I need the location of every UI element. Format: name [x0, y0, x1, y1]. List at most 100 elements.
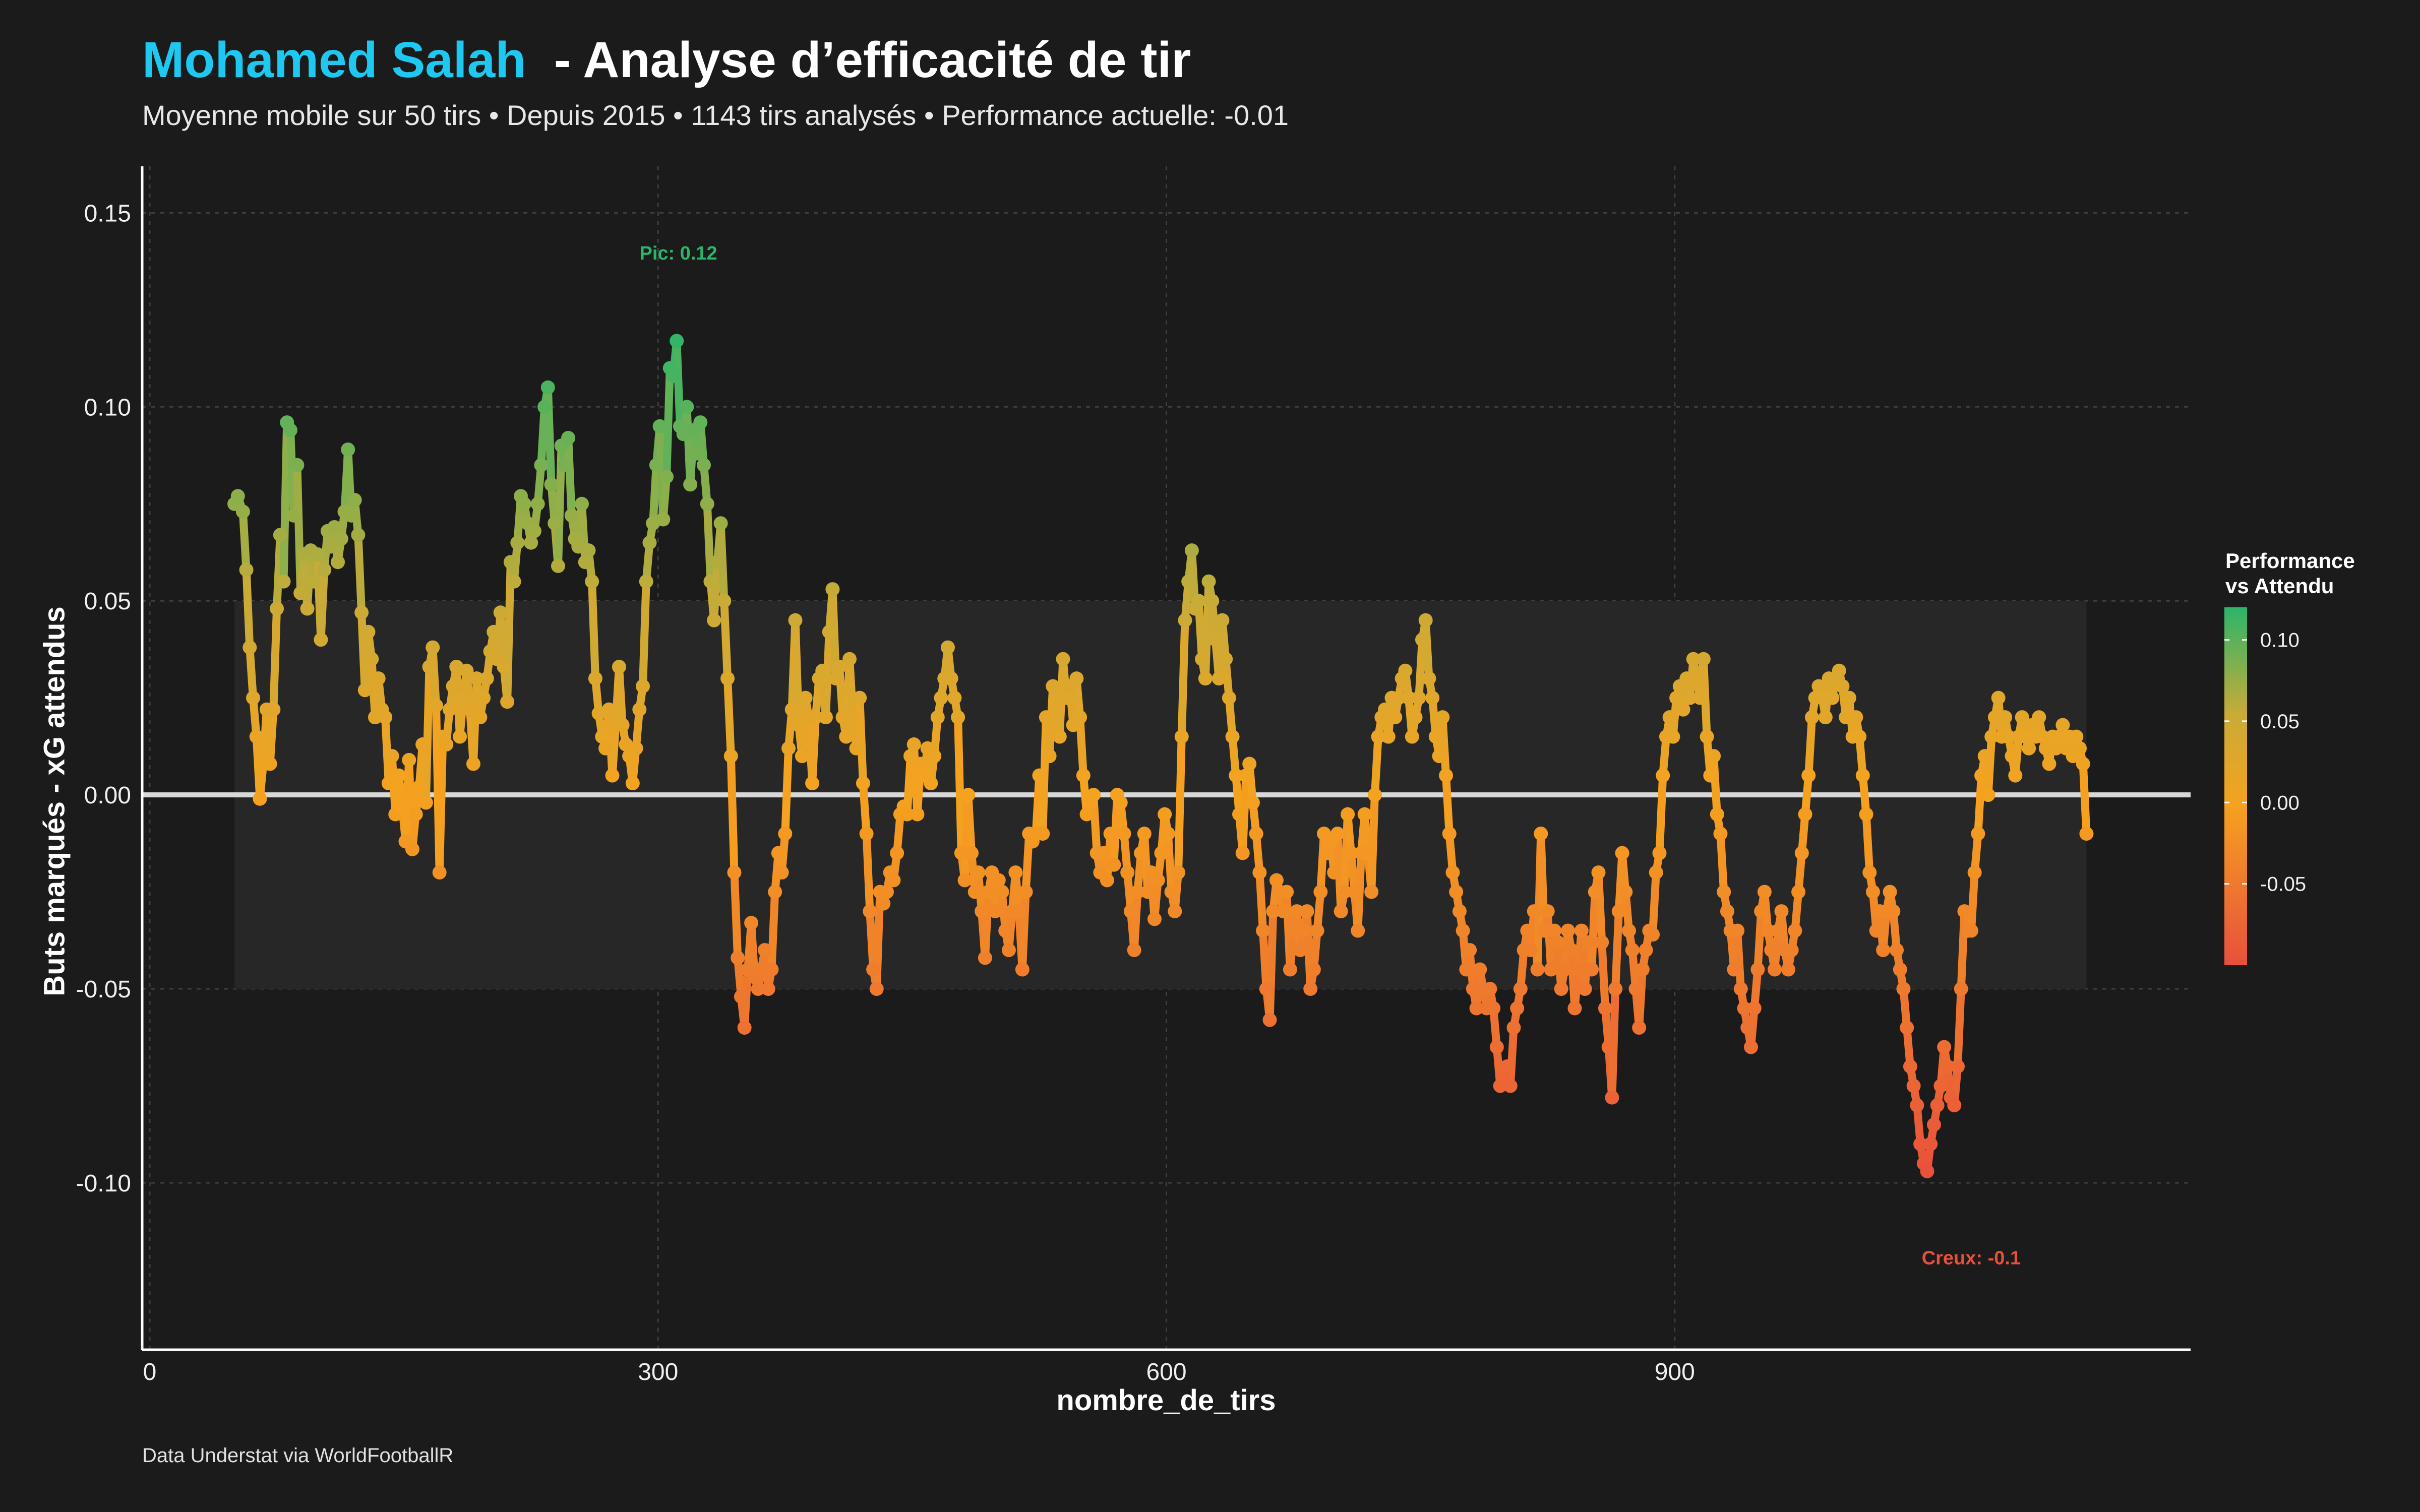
data-point [507, 574, 521, 589]
data-point [723, 749, 738, 764]
series-segment [1174, 732, 1186, 877]
data-point [795, 749, 809, 764]
data-point [1412, 690, 1426, 705]
data-point [1361, 846, 1375, 860]
data-point [1977, 749, 1992, 764]
series-segment [1370, 732, 1382, 799]
data-point [1473, 962, 1487, 977]
data-point [588, 671, 602, 686]
data-point [2035, 729, 2050, 744]
data-point [365, 652, 379, 666]
data-point [1283, 962, 1297, 977]
series-segment [1255, 868, 1267, 935]
series-segment [845, 655, 857, 722]
series-segment [1611, 907, 1623, 993]
data-point [385, 749, 399, 764]
series-segment [429, 643, 440, 710]
data-point [1700, 729, 1714, 744]
data-point [283, 423, 297, 437]
data-point [415, 737, 430, 752]
data-point [1682, 690, 1697, 705]
data-point [1161, 827, 1175, 841]
data-point [1510, 1001, 1525, 1016]
data-point [1178, 613, 1192, 627]
data-point [1293, 943, 1308, 958]
data-point [1564, 943, 1579, 958]
series-segment [1598, 938, 1609, 1013]
data-point [1466, 982, 1480, 996]
data-point [1967, 865, 1982, 880]
data-point [1300, 904, 1314, 919]
data-point [615, 718, 630, 732]
data-point [1923, 1137, 1938, 1151]
data-point [1364, 885, 1379, 899]
series-segment [1710, 752, 1721, 818]
data-point [1367, 788, 1382, 802]
data-point [1693, 690, 1708, 705]
data-point [1371, 729, 1385, 744]
data-point [331, 555, 345, 570]
series-segment [767, 888, 779, 974]
series-segment [1954, 985, 1965, 1071]
data-point [510, 535, 525, 550]
series-segment [662, 364, 674, 481]
data-point [324, 539, 338, 554]
data-point [310, 547, 325, 561]
data-point [832, 660, 846, 674]
data-point [1520, 923, 1535, 938]
data-point [1158, 807, 1172, 822]
series-segment [866, 907, 878, 974]
annotation-label: Creux: -0.1 [1922, 1248, 2021, 1269]
data-point [1256, 923, 1270, 938]
y-axis-ticks: 0.15 0.10 0.05 0.00 -0.05 -0.10 [76, 200, 131, 1197]
data-point [1198, 671, 1213, 686]
data-point [1703, 768, 1718, 783]
data-point [1408, 710, 1423, 725]
data-point [1876, 943, 1891, 958]
data-point [1201, 574, 1216, 589]
data-point [818, 710, 833, 725]
data-point [1500, 1059, 1515, 1074]
data-point [1933, 1079, 1948, 1093]
data-point [530, 496, 545, 511]
data-point [866, 962, 881, 977]
data-point [1171, 865, 1186, 880]
data-point [429, 699, 443, 713]
data-point [670, 334, 684, 348]
data-point [1524, 943, 1538, 958]
data-point [1086, 788, 1101, 802]
data-point [497, 660, 511, 674]
data-point [1276, 904, 1291, 919]
data-point [1801, 768, 1816, 783]
series-segment [1588, 888, 1599, 974]
data-point [1954, 982, 1968, 996]
data-point [1073, 710, 1087, 725]
data-point [903, 749, 918, 764]
data-point [1232, 807, 1247, 822]
data-point [235, 505, 250, 519]
series-segment [1259, 926, 1270, 993]
data-point [1296, 923, 1311, 938]
data-point [612, 660, 626, 674]
data-point [835, 710, 850, 725]
legend-colorbar [2224, 607, 2247, 965]
data-point [964, 846, 979, 860]
data-point [981, 885, 996, 899]
data-point [1113, 795, 1128, 810]
data-point [927, 749, 942, 764]
series-segment [856, 694, 867, 788]
data-point [764, 962, 779, 977]
subtitle: Moyenne mobile sur 50 tirs • Depuis 2015… [142, 99, 1289, 131]
data-point [784, 702, 799, 717]
data-point [754, 962, 769, 977]
data-point [2032, 710, 2046, 725]
data-point [1598, 1001, 1612, 1016]
series-segment [354, 531, 366, 617]
series-segment [703, 499, 715, 586]
data-point [1984, 729, 1999, 744]
series-segment [564, 433, 576, 520]
data-point [1069, 671, 1084, 686]
series-segment [1649, 868, 1660, 939]
series-segment [1984, 732, 1996, 799]
data-point [690, 446, 704, 461]
